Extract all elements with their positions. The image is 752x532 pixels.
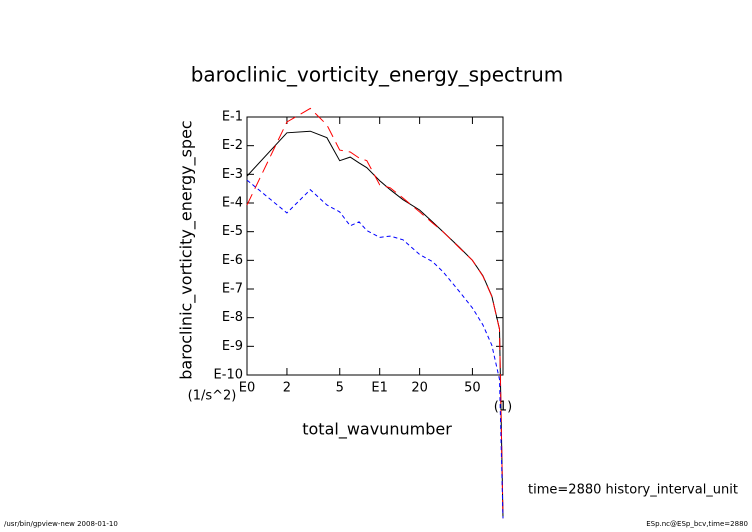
y-tick-label: E-1 bbox=[222, 110, 243, 125]
x-axis-unit: (1) bbox=[494, 400, 512, 415]
series-line bbox=[246, 179, 504, 519]
y-tick-label: E-9 bbox=[222, 339, 243, 354]
x-tick-label: 20 bbox=[411, 381, 428, 396]
x-axis-label: total_wavunumber bbox=[302, 420, 452, 440]
y-tick-label: E-4 bbox=[222, 196, 243, 211]
y-tick-label: E-10 bbox=[214, 368, 243, 383]
y-tick-label: E-5 bbox=[222, 224, 243, 239]
series-line bbox=[246, 107, 504, 519]
y-tick-label: E-8 bbox=[222, 310, 243, 325]
chart-title: baroclinic_vorticity_energy_spectrum bbox=[191, 63, 564, 87]
y-axis-unit: (1/s^2) bbox=[188, 389, 237, 404]
y-tick-label: E-2 bbox=[222, 138, 243, 153]
y-tick-label: E-7 bbox=[222, 282, 243, 297]
annotation: time=2880 history_interval_unit bbox=[528, 483, 738, 498]
x-tick-label: E0 bbox=[239, 381, 256, 396]
x-tick-label: 50 bbox=[464, 381, 481, 396]
footer-left: /usr/bin/gpview-new 2008-01-10 bbox=[4, 520, 118, 528]
y-tick-label: E-6 bbox=[222, 253, 243, 268]
footer-right: ESp.nc@ESp_bcv,time=2880 bbox=[646, 520, 748, 528]
x-tick-label: 5 bbox=[336, 381, 344, 396]
y-tick-label: E-3 bbox=[222, 167, 243, 182]
x-tick-label: E1 bbox=[371, 381, 388, 396]
x-tick-label: 2 bbox=[283, 381, 291, 396]
plot-frame bbox=[246, 116, 504, 376]
series-line bbox=[246, 130, 504, 519]
y-axis-label: baroclinic_vorticity_energy_spec bbox=[177, 120, 197, 379]
